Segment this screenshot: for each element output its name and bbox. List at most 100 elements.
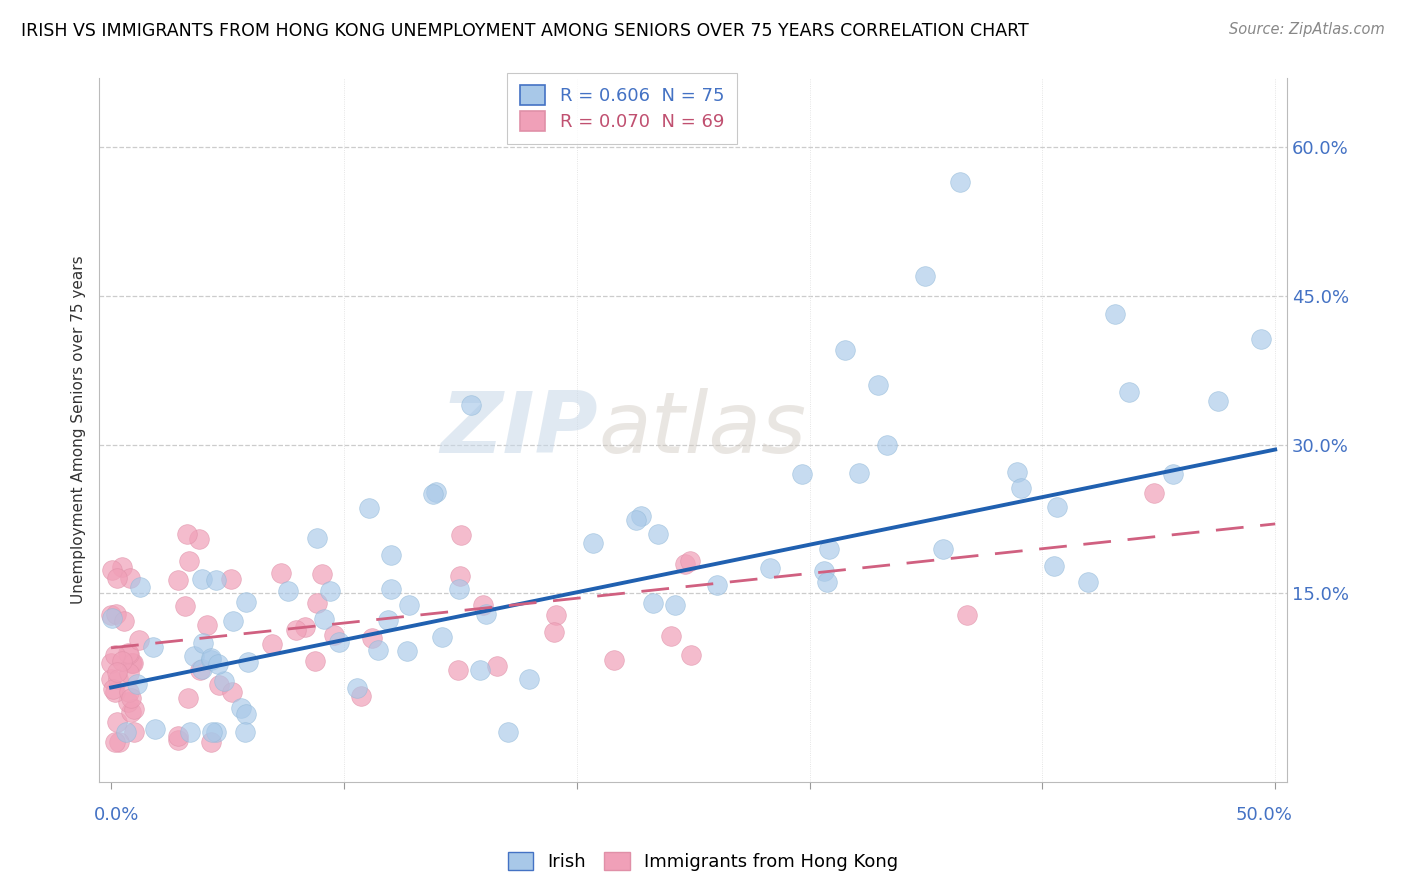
Point	[581, 536, 603, 550]
Text: ZIP: ZIP	[440, 388, 598, 471]
Point	[222, 614, 245, 628]
Point	[143, 722, 166, 736]
Point	[1104, 307, 1126, 321]
Point	[1043, 558, 1066, 573]
Point	[120, 691, 142, 706]
Point	[603, 653, 626, 667]
Point	[108, 735, 131, 749]
Point	[546, 607, 568, 622]
Point	[191, 636, 214, 650]
Point	[485, 658, 508, 673]
Point	[183, 649, 205, 664]
Point	[681, 648, 703, 662]
Point	[395, 644, 418, 658]
Point	[914, 268, 936, 283]
Point	[195, 617, 218, 632]
Point	[1010, 481, 1032, 495]
Legend: Irish, Immigrants from Hong Kong: Irish, Immigrants from Hong Kong	[501, 845, 905, 879]
Point	[284, 623, 307, 637]
Point	[948, 175, 970, 189]
Point	[848, 466, 870, 480]
Point	[813, 564, 835, 578]
Point	[173, 599, 195, 613]
Point	[103, 685, 125, 699]
Point	[219, 572, 242, 586]
Point	[187, 532, 209, 546]
Point	[664, 598, 686, 612]
Point	[1077, 574, 1099, 589]
Point	[101, 681, 124, 696]
Point	[447, 663, 470, 677]
Point	[543, 625, 565, 640]
Point	[460, 398, 482, 412]
Point	[235, 595, 257, 609]
Point	[229, 701, 252, 715]
Point	[100, 672, 122, 686]
Point	[357, 501, 380, 516]
Point	[1161, 467, 1184, 481]
Point	[1046, 500, 1069, 514]
Point	[1206, 393, 1229, 408]
Point	[118, 685, 141, 699]
Point	[305, 532, 328, 546]
Y-axis label: Unemployment Among Seniors over 75 years: Unemployment Among Seniors over 75 years	[72, 255, 86, 604]
Point	[450, 527, 472, 541]
Point	[517, 672, 540, 686]
Point	[200, 650, 222, 665]
Point	[204, 573, 226, 587]
Point	[221, 685, 243, 699]
Point	[430, 630, 453, 644]
Point	[235, 725, 257, 739]
Point	[208, 678, 231, 692]
Point	[472, 598, 495, 612]
Point	[100, 563, 122, 577]
Point	[103, 648, 125, 662]
Point	[277, 583, 299, 598]
Point	[177, 690, 200, 705]
Legend: R = 0.606  N = 75, R = 0.070  N = 69: R = 0.606 N = 75, R = 0.070 N = 69	[508, 72, 737, 144]
Point	[122, 702, 145, 716]
Point	[270, 566, 292, 580]
Point	[105, 715, 128, 730]
Point	[422, 487, 444, 501]
Point	[167, 733, 190, 747]
Point	[142, 640, 165, 654]
Point	[100, 607, 122, 622]
Point	[311, 567, 333, 582]
Point	[121, 656, 143, 670]
Point	[470, 663, 492, 677]
Text: 0.0%: 0.0%	[93, 806, 139, 824]
Point	[294, 620, 316, 634]
Point	[188, 663, 211, 677]
Point	[956, 608, 979, 623]
Point	[398, 598, 420, 612]
Point	[120, 656, 142, 670]
Point	[128, 581, 150, 595]
Point	[475, 607, 498, 621]
Point	[120, 706, 142, 720]
Point	[166, 574, 188, 588]
Point	[447, 582, 470, 597]
Point	[105, 665, 128, 679]
Point	[128, 632, 150, 647]
Point	[104, 735, 127, 749]
Text: atlas: atlas	[598, 388, 806, 471]
Point	[125, 677, 148, 691]
Point	[105, 607, 128, 622]
Point	[105, 571, 128, 585]
Point	[1250, 332, 1272, 346]
Point	[626, 513, 648, 527]
Point	[377, 613, 399, 627]
Point	[346, 681, 368, 695]
Point	[118, 648, 141, 662]
Point	[759, 561, 782, 575]
Point	[115, 725, 138, 739]
Point	[117, 695, 139, 709]
Point	[100, 656, 122, 670]
Point	[328, 635, 350, 649]
Point	[176, 526, 198, 541]
Point	[117, 646, 139, 660]
Point	[200, 653, 222, 667]
Point	[112, 614, 135, 628]
Point	[304, 654, 326, 668]
